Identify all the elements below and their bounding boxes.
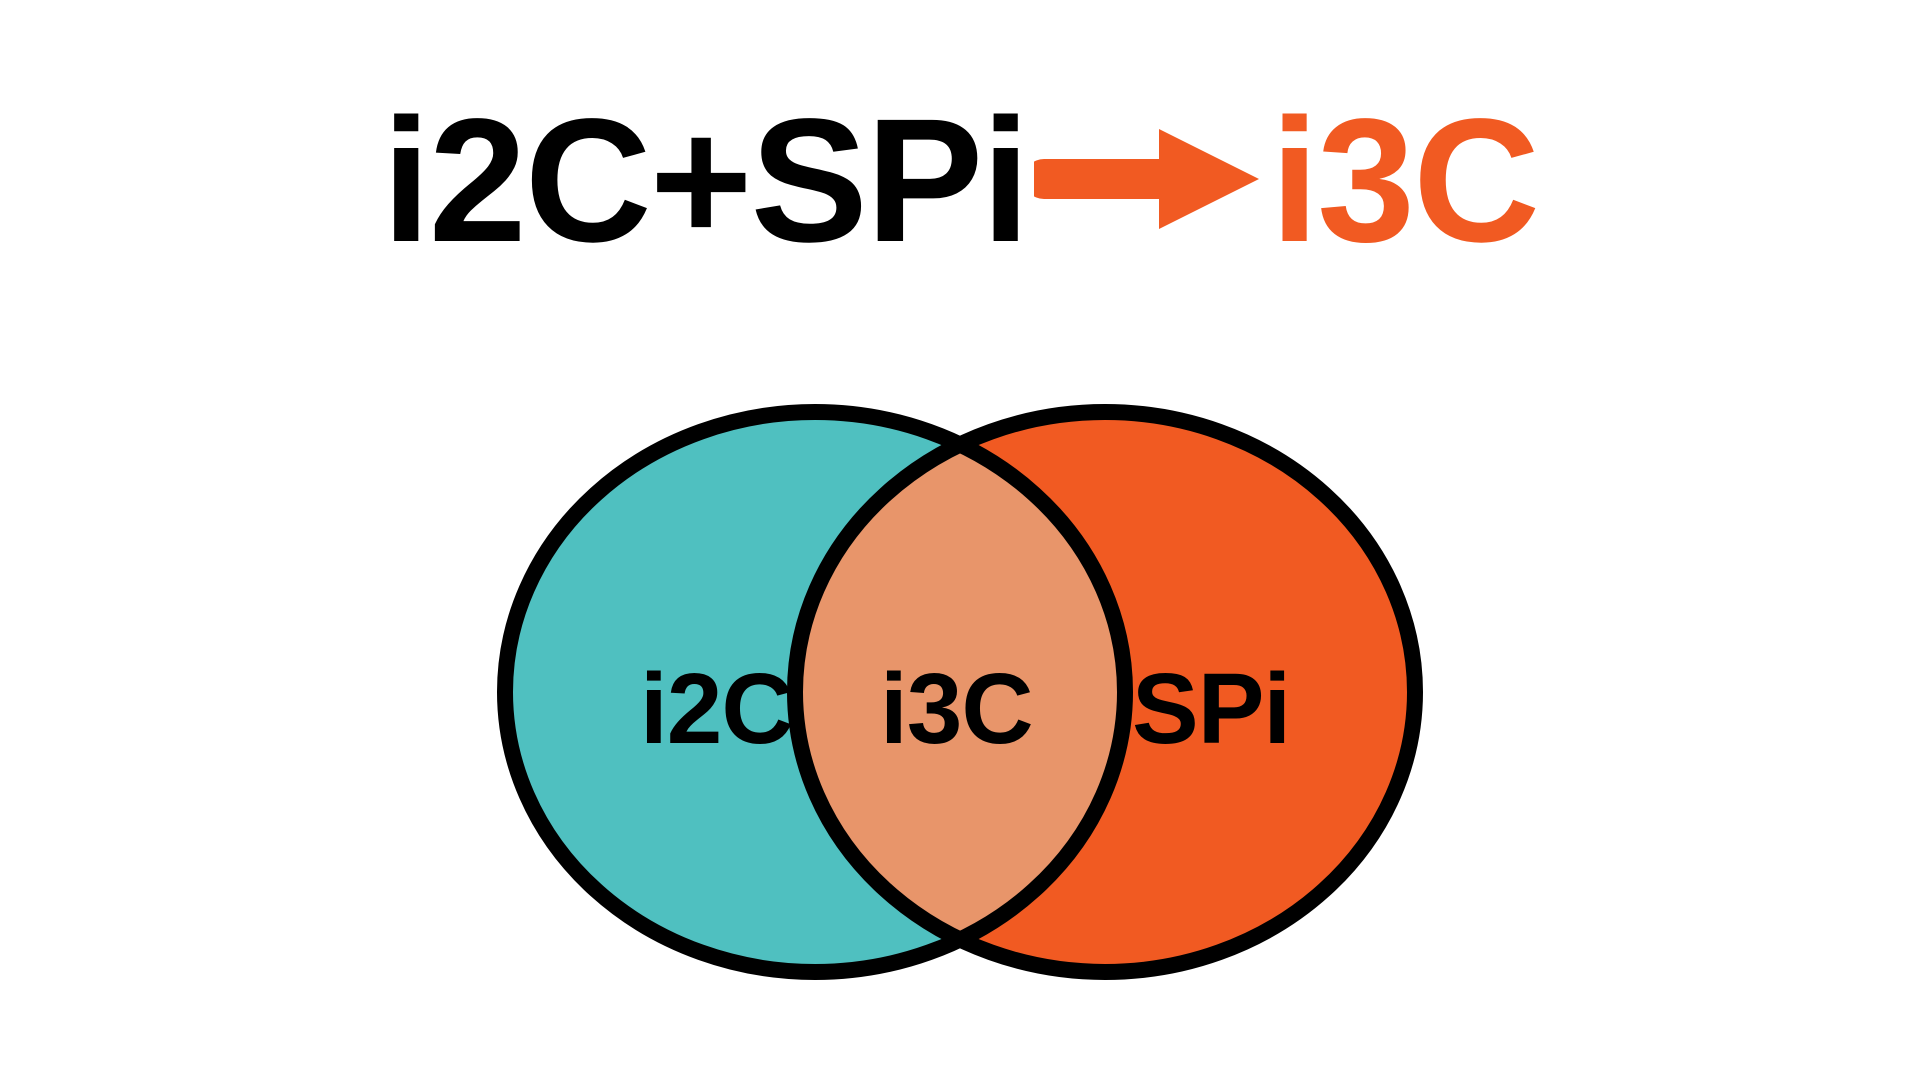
venn-label-right: SPi	[1132, 652, 1290, 767]
venn-diagram: i2C i3C SPi	[420, 392, 1500, 992]
title-result: i3C	[1270, 80, 1538, 282]
arrow-right-icon	[1034, 119, 1264, 244]
title-row: i2C+SPi i3C	[382, 80, 1538, 282]
diagram-container: i2C+SPi i3C i2C i3C SPi	[0, 0, 1920, 1080]
title-formula-left: i2C+SPi	[382, 80, 1028, 282]
venn-label-left: i2C	[640, 652, 793, 767]
venn-label-center: i3C	[880, 652, 1033, 767]
